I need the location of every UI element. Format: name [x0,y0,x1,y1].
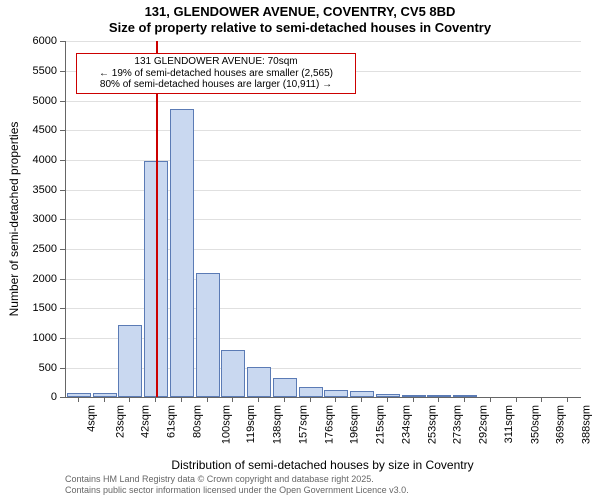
xtick-mark [516,397,517,402]
xtick-label: 369sqm [555,405,567,444]
histogram-bar [170,109,194,397]
ytick-mark [60,308,65,309]
ytick-label: 4000 [0,154,57,166]
xtick-mark [387,397,388,402]
histogram-bar [273,378,297,397]
ytick-label: 2500 [0,243,57,255]
xtick-label: 100sqm [220,405,232,444]
xtick-mark [258,397,259,402]
xtick-label: 234sqm [400,405,412,444]
xtick-mark [438,397,439,402]
histogram-bar [247,367,271,398]
ytick-label: 1500 [0,302,57,314]
xtick-label: 42sqm [140,405,152,438]
ytick-label: 2000 [0,273,57,285]
attribution-footer: Contains HM Land Registry data © Crown c… [65,474,409,496]
ytick-mark [60,397,65,398]
annotation-line-2: ← 19% of semi-detached houses are smalle… [81,68,351,80]
plot-area: 131 GLENDOWER AVENUE: 70sqm← 19% of semi… [65,41,581,398]
ytick-mark [60,160,65,161]
annotation-box: 131 GLENDOWER AVENUE: 70sqm← 19% of semi… [76,53,356,94]
ytick-label: 6000 [0,35,57,47]
ytick-mark [60,338,65,339]
histogram-bar [324,390,348,398]
xtick-mark [567,397,568,402]
xtick-mark [464,397,465,402]
xtick-mark [104,397,105,402]
xtick-mark [541,397,542,402]
xtick-label: 311sqm [503,405,515,443]
xtick-mark [181,397,182,402]
histogram-bar [299,387,323,398]
xtick-mark [335,397,336,402]
ytick-label: 5500 [0,65,57,77]
xtick-label: 138sqm [272,405,284,444]
histogram-bar [221,350,245,397]
xtick-mark [78,397,79,402]
xtick-label: 253sqm [426,405,438,444]
chart-titles: 131, GLENDOWER AVENUE, COVENTRY, CV5 8BD… [0,0,600,35]
xtick-label: 215sqm [375,405,387,444]
histogram-bar [118,325,142,397]
footer-line-2: Contains public sector information licen… [65,485,409,496]
annotation-line-1: 131 GLENDOWER AVENUE: 70sqm [81,56,351,68]
xtick-mark [129,397,130,402]
xtick-label: 196sqm [349,405,361,444]
reference-line [156,41,158,397]
xtick-label: 23sqm [114,405,126,438]
title-line-1: 131, GLENDOWER AVENUE, COVENTRY, CV5 8BD [0,4,600,20]
xtick-mark [490,397,491,402]
xtick-label: 176sqm [323,405,335,444]
xtick-label: 119sqm [246,405,258,443]
title-line-2: Size of property relative to semi-detach… [0,20,600,36]
xtick-label: 157sqm [297,405,309,444]
xtick-mark [413,397,414,402]
xtick-label: 388sqm [581,405,593,444]
gridline [66,41,581,42]
xtick-label: 350sqm [529,405,541,444]
footer-line-1: Contains HM Land Registry data © Crown c… [65,474,409,485]
ytick-mark [60,130,65,131]
ytick-label: 4500 [0,124,57,136]
ytick-mark [60,101,65,102]
xtick-mark [155,397,156,402]
ytick-mark [60,71,65,72]
xtick-label: 61sqm [166,405,178,438]
ytick-mark [60,219,65,220]
xtick-mark [310,397,311,402]
chart-area: 131 GLENDOWER AVENUE: 70sqm← 19% of semi… [0,35,600,496]
ytick-mark [60,190,65,191]
xtick-mark [361,397,362,402]
ytick-mark [60,249,65,250]
xtick-mark [284,397,285,402]
xtick-label: 273sqm [452,405,464,444]
xtick-label: 292sqm [478,405,490,444]
ytick-label: 5000 [0,95,57,107]
ytick-mark [60,279,65,280]
ytick-label: 0 [0,391,57,403]
ytick-label: 500 [0,362,57,374]
ytick-mark [60,368,65,369]
xtick-mark [207,397,208,402]
xtick-mark [232,397,233,402]
annotation-line-3: 80% of semi-detached houses are larger (… [81,79,351,91]
gridline [66,130,581,131]
ytick-label: 3500 [0,184,57,196]
gridline [66,101,581,102]
histogram-bar [196,273,220,398]
xtick-label: 4sqm [85,405,97,432]
xtick-label: 80sqm [191,405,203,438]
ytick-label: 3000 [0,213,57,225]
ytick-label: 1000 [0,332,57,344]
x-axis-label: Distribution of semi-detached houses by … [171,458,473,472]
ytick-mark [60,41,65,42]
